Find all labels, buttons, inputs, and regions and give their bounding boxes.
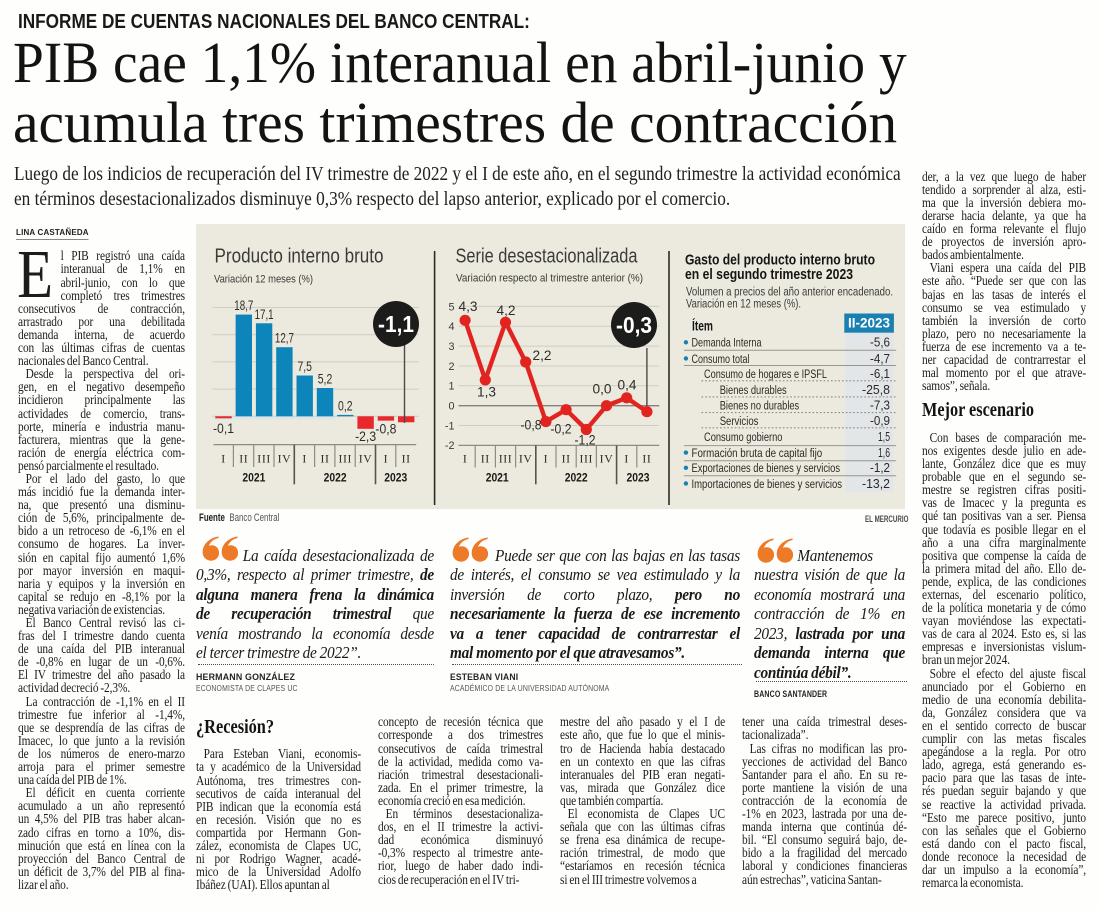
svg-text:-7,3: -7,3 [870, 397, 890, 412]
svg-text:II: II [402, 452, 411, 466]
svg-text:III: III [580, 452, 594, 466]
svg-text:IV: IV [359, 452, 373, 466]
svg-text:-4,7: -4,7 [870, 351, 890, 366]
svg-text:0: 0 [448, 401, 454, 413]
svg-text:7,5: 7,5 [297, 359, 312, 374]
svg-text:-6,1: -6,1 [870, 366, 890, 381]
svg-text:Serie desestacionalizada: Serie desestacionalizada [456, 246, 639, 268]
svg-text:Bienes durables: Bienes durables [720, 383, 787, 397]
svg-text:-2,3: -2,3 [355, 429, 376, 444]
svg-text:II: II [481, 452, 490, 466]
svg-text:-0,3: -0,3 [616, 312, 652, 338]
svg-text:1: 1 [448, 381, 454, 393]
svg-text:Variación 12 meses (%): Variación 12 meses (%) [214, 274, 313, 286]
svg-text:Variación en 12 meses (%).: Variación en 12 meses (%). [686, 297, 801, 311]
svg-text:2023: 2023 [627, 470, 650, 484]
svg-text:-1,1: -1,1 [378, 311, 414, 337]
svg-text:4,2: 4,2 [497, 303, 516, 318]
svg-text:-0,8: -0,8 [375, 422, 396, 437]
svg-text:II: II [239, 452, 248, 466]
svg-text:-0,9: -0,9 [870, 413, 890, 428]
svg-text:I: I [463, 452, 468, 466]
svg-text:2,2: 2,2 [533, 348, 552, 363]
svg-text:en el segundo trimestre 2023: en el segundo trimestre 2023 [685, 267, 853, 283]
svg-text:2021: 2021 [242, 470, 265, 484]
svg-text:II: II [320, 452, 329, 466]
svg-text:I: I [302, 452, 307, 466]
svg-text:5,2: 5,2 [318, 372, 333, 387]
svg-text:2023: 2023 [384, 470, 407, 484]
svg-text:II-2023: II-2023 [848, 316, 890, 331]
svg-text:-1,2: -1,2 [870, 460, 890, 475]
svg-text:Consumo de hogares e IPSFL: Consumo de hogares e IPSFL [704, 367, 827, 381]
svg-text:III: III [257, 452, 271, 466]
svg-text:-1,2: -1,2 [575, 433, 596, 448]
svg-text:4: 4 [448, 321, 454, 333]
svg-text:I: I [624, 452, 629, 466]
svg-text:Consumo total: Consumo total [692, 352, 750, 366]
svg-text:Producto interno bruto: Producto interno bruto [215, 246, 384, 268]
svg-text:-0,8: -0,8 [521, 418, 542, 433]
svg-text:Bienes no durables: Bienes no durables [720, 398, 800, 412]
svg-text:IV: IV [278, 452, 292, 466]
svg-text:III: III [339, 452, 353, 466]
svg-text:0,0: 0,0 [593, 381, 612, 396]
svg-text:Formación bruta de capital fij: Formación bruta de capital fijo [692, 446, 823, 460]
svg-text:Volumen a precios del año ante: Volumen a precios del año anterior encad… [686, 285, 893, 299]
svg-text:2: 2 [448, 361, 454, 373]
svg-text:-0,2: -0,2 [551, 422, 572, 437]
svg-text:0,2: 0,2 [338, 398, 353, 413]
svg-text:2021: 2021 [486, 470, 509, 484]
svg-text:4,3: 4,3 [459, 299, 478, 314]
svg-text:1,5: 1,5 [878, 429, 890, 444]
svg-text:Demanda Interna: Demanda Interna [692, 336, 762, 350]
svg-text:18,7: 18,7 [234, 298, 253, 313]
svg-text:5: 5 [448, 301, 454, 313]
svg-text:-25,8: -25,8 [862, 382, 890, 397]
svg-text:Ítem: Ítem [692, 319, 713, 334]
svg-text:2022: 2022 [565, 470, 588, 484]
svg-text:-2: -2 [445, 440, 455, 452]
svg-text:12,7: 12,7 [275, 331, 294, 346]
svg-text:I: I [384, 452, 389, 466]
svg-text:Consumo gobierno: Consumo gobierno [704, 430, 782, 444]
svg-text:Variación respecto al trimestr: Variación respecto al trimestre anterior… [456, 273, 643, 285]
svg-text:II: II [642, 452, 651, 466]
svg-text:IV: IV [600, 452, 614, 466]
svg-text:IV: IV [519, 452, 533, 466]
svg-text:Servicios: Servicios [720, 414, 759, 428]
svg-text:3: 3 [448, 341, 454, 353]
svg-text:Importaciones de bienes y serv: Importaciones de bienes y servicios [692, 477, 843, 491]
svg-text:-13,2: -13,2 [862, 476, 890, 491]
svg-text:Exportaciones de bienes y serv: Exportaciones de bienes y servicios [692, 461, 841, 475]
svg-text:III: III [499, 452, 513, 466]
svg-text:1,3: 1,3 [477, 384, 496, 399]
svg-text:0,4: 0,4 [618, 377, 638, 392]
svg-text:-1: -1 [445, 420, 455, 432]
svg-text:II: II [562, 452, 571, 466]
svg-text:I: I [221, 452, 226, 466]
svg-text:-0,1: -0,1 [213, 421, 234, 436]
svg-text:1,6: 1,6 [878, 445, 890, 460]
svg-text:Gasto del producto interno bru: Gasto del producto interno bruto [685, 252, 875, 268]
svg-text:17,1: 17,1 [255, 307, 274, 322]
svg-text:-5,6: -5,6 [870, 335, 890, 350]
svg-text:2022: 2022 [324, 470, 347, 484]
svg-text:I: I [544, 452, 549, 466]
